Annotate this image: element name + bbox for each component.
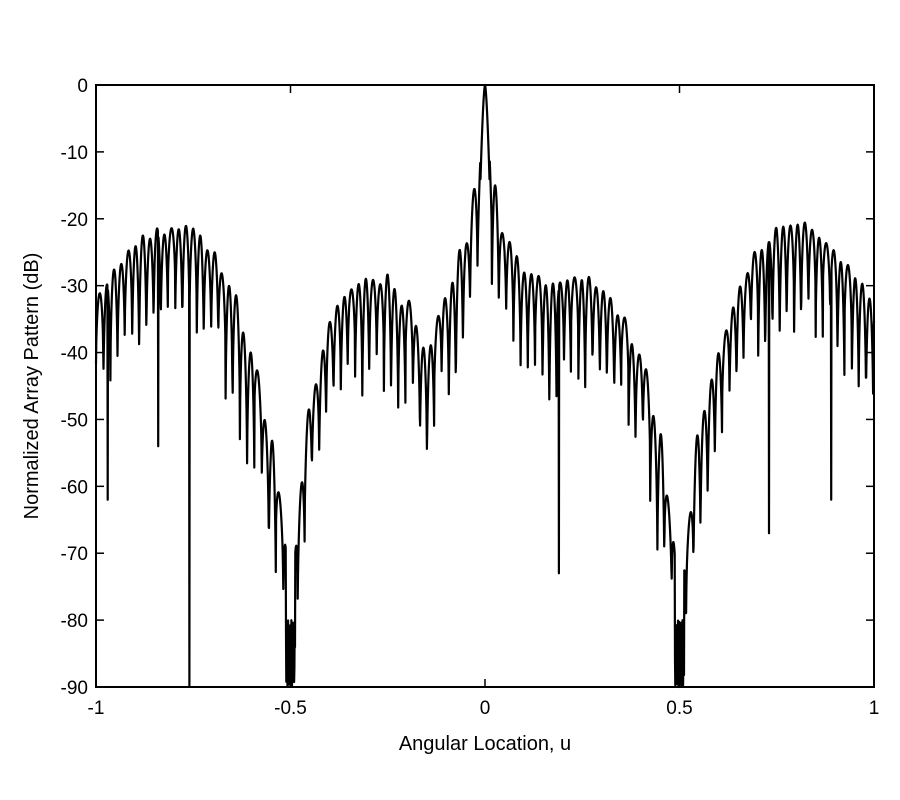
y-tick-label: -10 [61, 143, 88, 164]
y-tick-label: -70 [61, 544, 88, 565]
x-tick-label: 0.5 [666, 698, 692, 719]
x-tick-label: -0.5 [274, 698, 307, 719]
y-axis-ticks: 0 -10 -20 -30 -40 -50 -60 -70 -80 -90 [61, 76, 874, 699]
y-tick-label: -40 [61, 344, 88, 365]
y-tick-label: -30 [61, 277, 88, 298]
x-axis-label: Angular Location, u [399, 733, 571, 755]
x-tick-label: -1 [88, 698, 105, 719]
y-tick-label: -20 [61, 210, 88, 231]
x-tick-label: 0 [480, 698, 491, 719]
y-axis-label: Normalized Array Pattern (dB) [21, 253, 43, 520]
x-tick-label: 1 [869, 698, 880, 719]
y-tick-label: -60 [61, 477, 88, 498]
y-tick-label: -80 [61, 611, 88, 632]
y-tick-label: -50 [61, 410, 88, 431]
y-tick-label: -90 [61, 678, 88, 699]
x-axis-ticks: -1 -0.5 0 0.5 1 [88, 85, 880, 719]
y-tick-label: 0 [77, 76, 88, 97]
